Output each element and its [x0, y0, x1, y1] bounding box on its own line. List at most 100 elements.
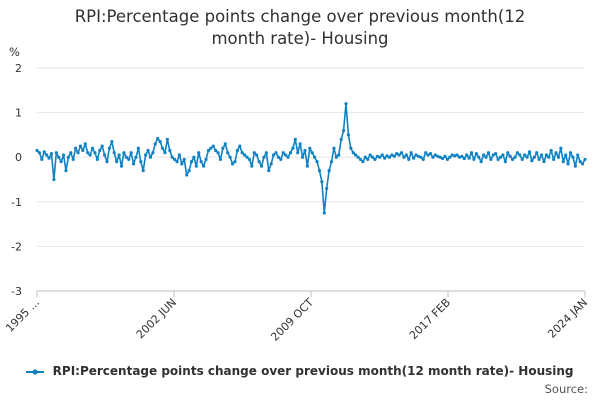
data-point[interactable]	[556, 155, 561, 159]
data-point[interactable]	[322, 211, 326, 215]
data-point[interactable]	[206, 148, 210, 153]
data-point[interactable]	[100, 144, 104, 148]
data-point[interactable]	[501, 153, 505, 157]
data-point[interactable]	[370, 155, 375, 159]
data-point[interactable]	[580, 162, 585, 166]
data-point[interactable]	[252, 151, 256, 155]
data-point[interactable]	[247, 157, 252, 162]
data-point[interactable]	[426, 153, 430, 157]
data-point[interactable]	[532, 155, 536, 159]
data-point[interactable]	[235, 148, 239, 153]
data-point[interactable]	[209, 146, 213, 150]
data-point[interactable]	[78, 144, 83, 148]
data-point[interactable]	[513, 155, 517, 159]
data-point[interactable]	[583, 157, 587, 162]
data-point[interactable]	[177, 153, 182, 157]
data-point[interactable]	[576, 153, 580, 157]
data-point[interactable]	[544, 153, 548, 157]
data-point[interactable]	[160, 146, 165, 150]
legend[interactable]: RPI:Percentage points change over previo…	[0, 364, 600, 378]
data-point[interactable]	[438, 155, 442, 159]
data-point[interactable]	[59, 160, 63, 164]
data-point[interactable]	[148, 155, 153, 159]
data-point[interactable]	[395, 152, 399, 156]
data-point[interactable]	[315, 160, 319, 164]
data-point[interactable]	[419, 155, 423, 159]
data-point[interactable]	[117, 153, 121, 157]
data-point[interactable]	[443, 154, 447, 158]
data-point[interactable]	[472, 157, 476, 162]
data-point[interactable]	[310, 151, 314, 155]
data-point[interactable]	[440, 156, 445, 161]
data-point[interactable]	[250, 164, 254, 168]
data-point[interactable]	[168, 148, 172, 153]
data-point[interactable]	[267, 168, 271, 173]
data-point[interactable]	[465, 153, 469, 157]
data-point[interactable]	[421, 157, 425, 162]
data-point[interactable]	[508, 154, 512, 158]
data-point[interactable]	[409, 151, 413, 155]
data-point[interactable]	[35, 148, 39, 153]
data-point[interactable]	[214, 148, 218, 153]
data-point[interactable]	[477, 155, 481, 159]
data-point[interactable]	[373, 157, 377, 162]
data-point[interactable]	[523, 153, 527, 157]
data-point[interactable]	[566, 162, 570, 166]
data-point[interactable]	[240, 151, 244, 155]
data-point[interactable]	[131, 162, 136, 166]
data-point[interactable]	[37, 151, 42, 155]
data-point[interactable]	[571, 155, 575, 159]
data-point[interactable]	[387, 155, 392, 159]
data-point[interactable]	[298, 142, 302, 146]
data-point[interactable]	[115, 160, 119, 164]
data-point[interactable]	[327, 168, 331, 173]
data-point[interactable]	[339, 137, 343, 141]
data-point[interactable]	[127, 157, 131, 162]
data-point[interactable]	[281, 151, 285, 155]
data-point[interactable]	[568, 151, 573, 155]
data-point[interactable]	[61, 153, 66, 157]
data-point[interactable]	[95, 157, 99, 162]
data-point[interactable]	[329, 160, 334, 164]
data-point[interactable]	[74, 146, 78, 150]
data-point[interactable]	[462, 156, 466, 161]
data-point[interactable]	[197, 151, 201, 155]
data-point[interactable]	[416, 154, 421, 158]
data-point[interactable]	[230, 162, 235, 166]
data-point[interactable]	[482, 153, 486, 157]
data-point[interactable]	[554, 151, 558, 155]
data-point[interactable]	[363, 155, 367, 159]
data-point[interactable]	[397, 153, 401, 157]
data-point[interactable]	[243, 153, 247, 157]
data-point[interactable]	[124, 155, 128, 159]
data-point[interactable]	[216, 151, 220, 155]
data-point[interactable]	[325, 186, 329, 191]
data-point[interactable]	[112, 151, 116, 155]
data-point[interactable]	[204, 157, 208, 162]
data-point[interactable]	[286, 155, 290, 159]
data-point[interactable]	[489, 157, 493, 162]
data-point[interactable]	[192, 155, 196, 159]
data-point[interactable]	[175, 160, 179, 164]
data-point[interactable]	[173, 157, 177, 162]
data-point[interactable]	[185, 173, 189, 177]
data-point[interactable]	[547, 155, 551, 159]
data-point[interactable]	[141, 168, 145, 173]
data-point[interactable]	[279, 157, 283, 162]
data-point[interactable]	[264, 151, 268, 155]
data-point[interactable]	[317, 168, 322, 173]
data-point[interactable]	[182, 157, 186, 162]
data-point[interactable]	[218, 157, 223, 162]
data-point[interactable]	[170, 155, 174, 159]
data-point[interactable]	[257, 160, 261, 164]
data-point[interactable]	[136, 146, 140, 150]
data-point[interactable]	[305, 164, 309, 168]
data-point[interactable]	[211, 144, 215, 148]
data-point[interactable]	[469, 151, 474, 155]
data-point[interactable]	[337, 153, 341, 157]
data-point[interactable]	[578, 160, 582, 164]
data-point[interactable]	[527, 150, 532, 154]
data-point[interactable]	[404, 153, 408, 157]
data-point[interactable]	[474, 152, 478, 156]
data-point[interactable]	[431, 155, 435, 159]
